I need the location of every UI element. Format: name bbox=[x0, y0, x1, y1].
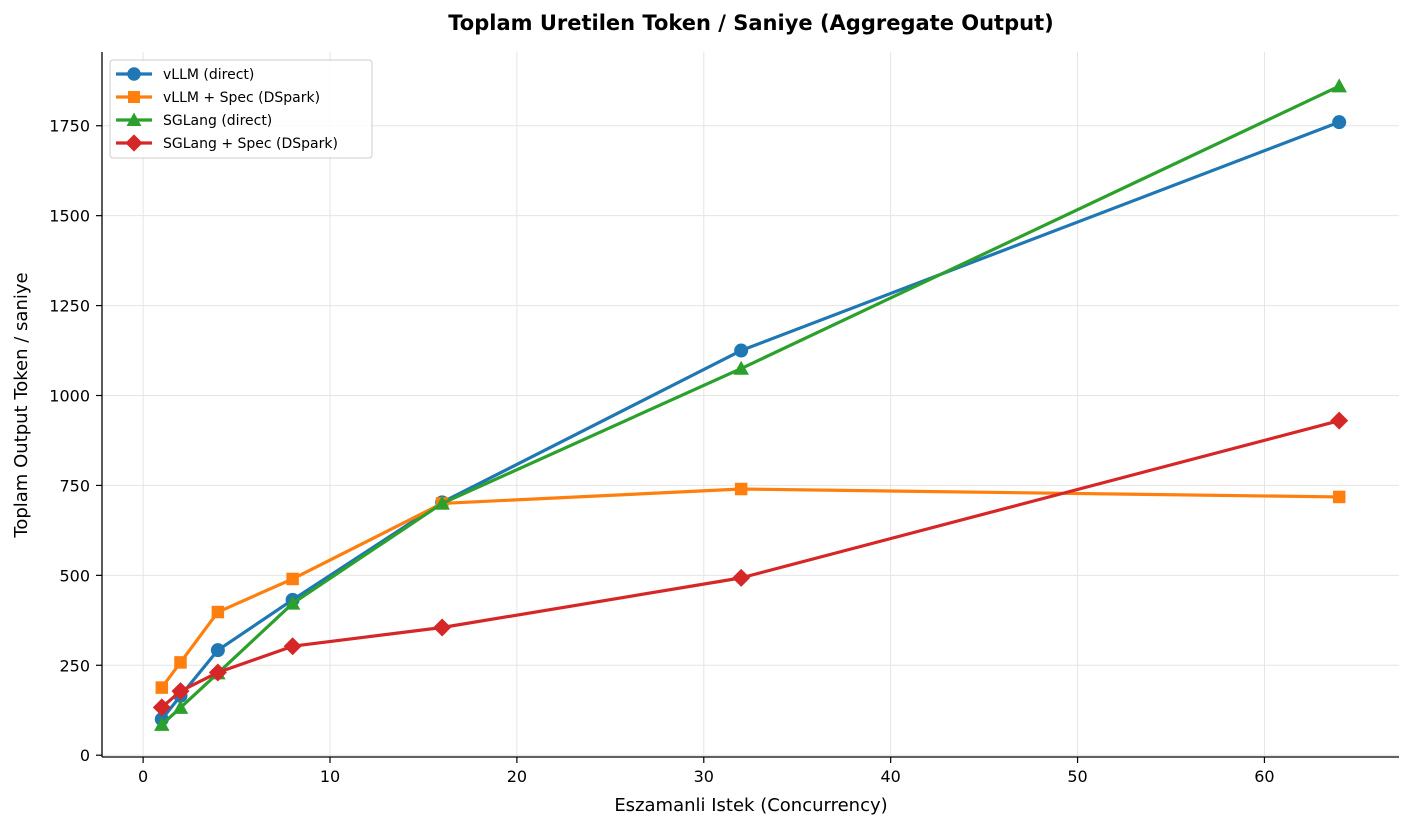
data-point bbox=[284, 595, 301, 610]
series-line bbox=[160, 419, 1341, 709]
legend-item: vLLM (direct) bbox=[116, 67, 254, 83]
data-point bbox=[211, 605, 225, 619]
x-tick-label: 20 bbox=[507, 767, 527, 786]
y-tick-label: 500 bbox=[59, 566, 90, 585]
data-point bbox=[1332, 115, 1347, 130]
data-point bbox=[433, 618, 452, 637]
data-point bbox=[210, 643, 225, 658]
grid-layer bbox=[102, 52, 1399, 757]
axes-layer: 0 10 20 30 40 50 60 0 250 500 750 1000 1250 1500 1750 bbox=[49, 52, 1399, 786]
data-point bbox=[152, 698, 171, 717]
x-tick-label: 10 bbox=[320, 767, 340, 786]
legend-marker bbox=[127, 67, 141, 81]
legend-label: SGLang (direct) bbox=[163, 113, 272, 129]
data-point bbox=[734, 343, 749, 358]
data-point bbox=[286, 572, 299, 586]
legend-marker bbox=[128, 91, 140, 103]
legend-item: vLLM + Spec (DSpark) bbox=[116, 90, 320, 106]
series-0 bbox=[154, 115, 1347, 727]
legend-label: vLLM + Spec (DSpark) bbox=[163, 90, 320, 106]
y-tick-label: 750 bbox=[59, 476, 90, 495]
data-point bbox=[155, 681, 169, 694]
y-tick-label: 1750 bbox=[49, 117, 90, 136]
data-point bbox=[434, 495, 450, 510]
y-tick-label: 0 bbox=[80, 746, 90, 765]
y-axis-label: Toplam Output Token / saniye bbox=[11, 272, 32, 538]
legend: vLLM (direct) vLLM + Spec (DSpark) SGLang … bbox=[109, 59, 373, 159]
series-line bbox=[160, 487, 1341, 690]
data-point bbox=[1332, 490, 1346, 504]
y-tick-label: 1500 bbox=[49, 207, 90, 226]
data-point bbox=[171, 682, 190, 701]
data-point bbox=[174, 656, 187, 669]
x-tick-label: 30 bbox=[694, 767, 714, 786]
y-tick-label: 250 bbox=[59, 656, 90, 675]
series-2 bbox=[154, 78, 1347, 731]
legend-label: vLLM (direct) bbox=[163, 67, 254, 83]
chart-title: Toplam Uretilen Token / Saniye (Aggregat… bbox=[448, 11, 1053, 35]
data-point bbox=[1331, 78, 1347, 93]
series-3 bbox=[152, 411, 1349, 717]
y-tick-label: 1000 bbox=[49, 387, 90, 406]
legend-label: SGLang + Spec (DSpark) bbox=[163, 136, 338, 152]
x-axis-label: Eszamanli Istek (Concurrency) bbox=[614, 795, 887, 816]
y-tick-label: 1250 bbox=[49, 297, 90, 316]
data-point bbox=[283, 637, 302, 656]
data-point bbox=[208, 663, 227, 682]
data-point bbox=[154, 716, 170, 731]
series-layer bbox=[152, 78, 1349, 731]
legend-item: SGLang (direct) bbox=[116, 112, 272, 129]
data-point bbox=[734, 482, 748, 496]
data-point bbox=[733, 360, 749, 375]
data-point bbox=[172, 699, 189, 714]
series-line bbox=[160, 120, 1341, 721]
legend-marker bbox=[125, 134, 143, 152]
legend-item: SGLang + Spec (DSpark) bbox=[116, 134, 338, 152]
legend-marker bbox=[126, 112, 142, 126]
legend-box bbox=[109, 59, 373, 159]
x-tick-label: 60 bbox=[1254, 767, 1274, 786]
x-tick-label: 50 bbox=[1067, 767, 1087, 786]
data-point bbox=[1330, 411, 1349, 430]
series-line bbox=[160, 84, 1341, 727]
data-point bbox=[732, 568, 751, 587]
x-tick-label: 40 bbox=[880, 767, 900, 786]
series-1 bbox=[155, 482, 1346, 694]
x-tick-label: 0 bbox=[138, 767, 148, 786]
